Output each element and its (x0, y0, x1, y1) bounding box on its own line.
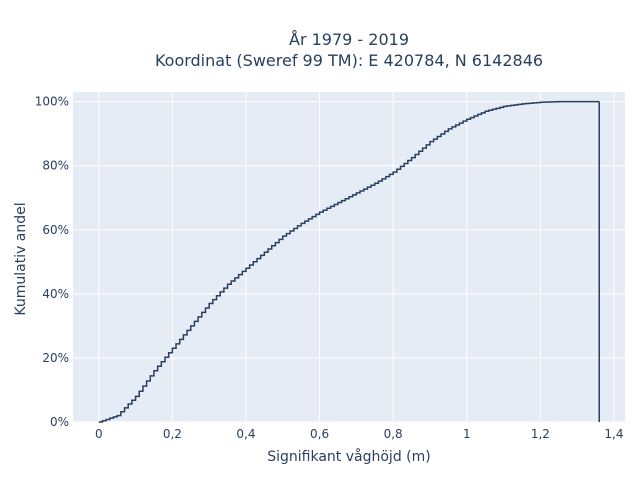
plot-area (73, 92, 625, 422)
x-tick-label: 0,8 (384, 427, 403, 441)
x-tick-label: 1,4 (604, 427, 623, 441)
x-tick-label: 1,2 (531, 427, 550, 441)
chart-title-line-2: Koordinat (Sweref 99 TM): E 420784, N 61… (155, 51, 543, 70)
x-tick-label: 0,6 (310, 427, 329, 441)
y-tick-label: 100% (35, 95, 69, 109)
chart-title-line-1: År 1979 - 2019 (289, 30, 409, 49)
y-tick-label: 60% (42, 223, 69, 237)
x-tick-label: 0 (95, 427, 103, 441)
x-tick-label: 0,4 (236, 427, 255, 441)
y-tick-label: 20% (42, 351, 69, 365)
x-tick-label: 1 (463, 427, 471, 441)
cdf-series-line (98, 100, 600, 423)
grid-lines (73, 92, 625, 423)
tick-labels: 0 0,2 0,4 0,6 0,8 1 1,2 1,4 0% 20% 40% 60% 80% 100% (35, 95, 624, 441)
y-tick-label: 40% (42, 287, 69, 301)
y-axis-label: Kumulativ andel (13, 202, 29, 315)
x-axis-label: Signifikant våghöjd (m) (267, 448, 430, 465)
y-tick-label: 0% (50, 415, 69, 429)
x-tick-label: 0,2 (163, 427, 182, 441)
y-tick-label: 80% (42, 159, 69, 173)
